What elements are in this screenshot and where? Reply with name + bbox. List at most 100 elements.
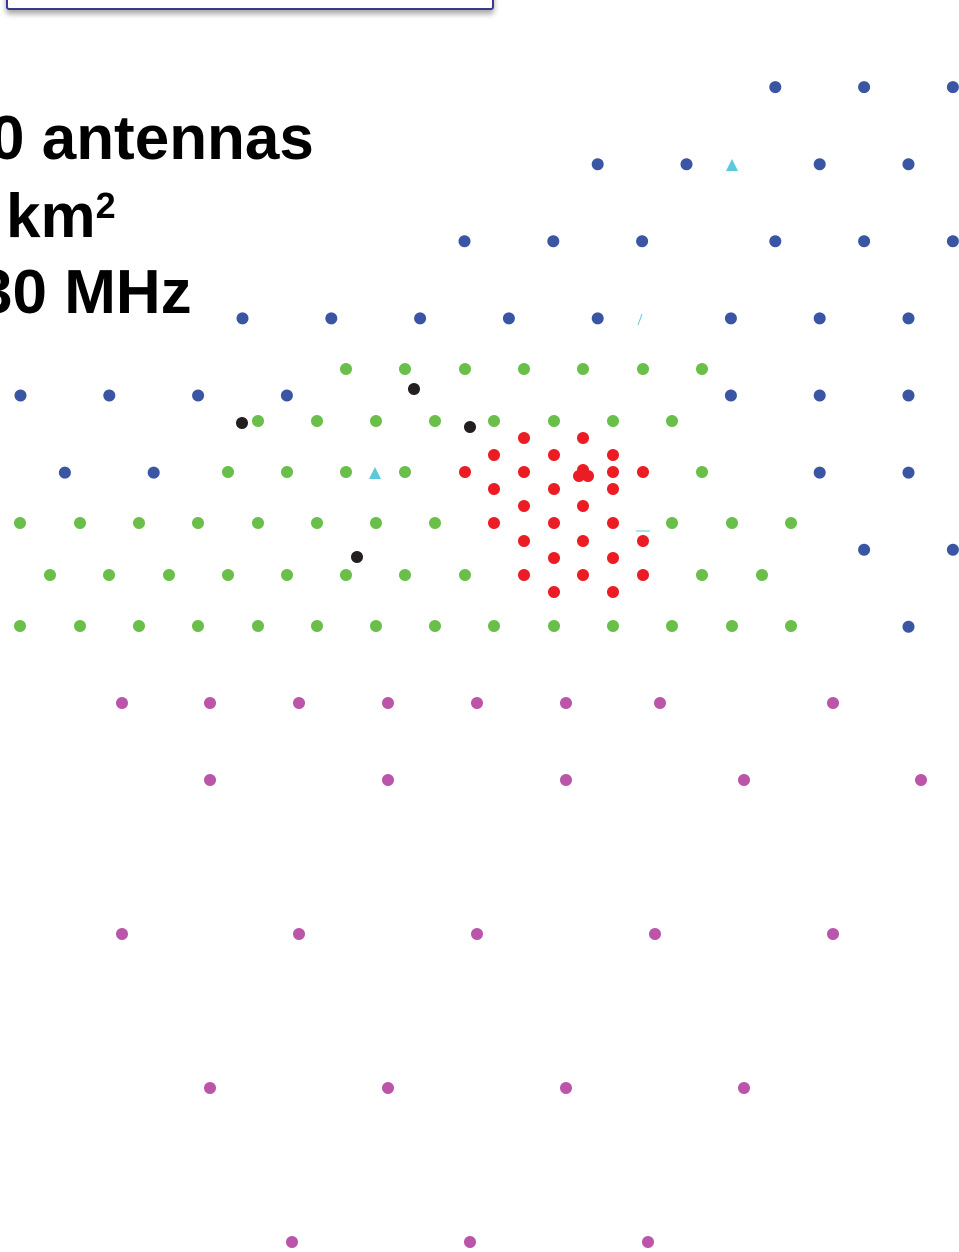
green-station xyxy=(399,569,411,581)
green-station xyxy=(488,415,500,427)
red-station xyxy=(607,552,619,564)
blue-station xyxy=(769,81,782,94)
red-station xyxy=(459,466,471,478)
green-station xyxy=(14,517,26,529)
black-station xyxy=(236,417,248,429)
black-stations xyxy=(236,383,476,563)
green-station xyxy=(785,620,797,632)
green-station xyxy=(726,620,738,632)
red-station xyxy=(518,535,530,547)
blue-station xyxy=(414,312,427,325)
green-station xyxy=(311,415,323,427)
blue-station xyxy=(14,389,27,402)
green-station xyxy=(696,466,708,478)
blue-station xyxy=(236,312,249,325)
magenta-station xyxy=(915,774,927,786)
magenta-station xyxy=(642,1236,654,1248)
blue-station xyxy=(946,81,959,94)
green-station xyxy=(74,620,86,632)
blue-station xyxy=(636,235,649,248)
green-station xyxy=(133,620,145,632)
green-station xyxy=(785,517,797,529)
red-station xyxy=(548,586,560,598)
green-station xyxy=(103,569,115,581)
green-station xyxy=(340,466,352,478)
green-station xyxy=(252,415,264,427)
green-station xyxy=(696,569,708,581)
green-station xyxy=(252,620,264,632)
magenta-station xyxy=(116,928,128,940)
green-station xyxy=(548,415,560,427)
green-station xyxy=(696,363,708,375)
magenta-station xyxy=(560,697,572,709)
magenta-station xyxy=(204,774,216,786)
red-station xyxy=(637,535,649,547)
red-station xyxy=(607,586,619,598)
red-station xyxy=(518,569,530,581)
red-station xyxy=(548,517,560,529)
blue-station xyxy=(902,158,915,171)
green-station xyxy=(726,517,738,529)
red-station xyxy=(518,500,530,512)
magenta-station xyxy=(293,928,305,940)
green-station xyxy=(340,569,352,581)
green-station xyxy=(311,517,323,529)
green-station xyxy=(607,415,619,427)
black-station xyxy=(408,383,420,395)
green-station xyxy=(44,569,56,581)
green-station xyxy=(607,620,619,632)
black-station xyxy=(464,421,476,433)
blue-station xyxy=(813,312,826,325)
green-station xyxy=(666,517,678,529)
green-station xyxy=(222,569,234,581)
red-station xyxy=(518,432,530,444)
triangle-marker xyxy=(369,467,381,479)
red-station xyxy=(488,449,500,461)
green-station xyxy=(756,569,768,581)
green-station xyxy=(14,620,26,632)
green-station xyxy=(281,569,293,581)
green-station xyxy=(459,569,471,581)
green-station xyxy=(459,363,471,375)
area-value-text: km xyxy=(6,182,96,251)
magenta-station xyxy=(738,1082,750,1094)
blue-station xyxy=(858,235,871,248)
blue-station xyxy=(813,466,826,479)
red-station xyxy=(607,449,619,461)
magenta-station xyxy=(382,697,394,709)
green-station xyxy=(429,620,441,632)
frequency-label: 30 MHz xyxy=(0,262,192,324)
green-station xyxy=(340,363,352,375)
green-station xyxy=(666,620,678,632)
red-stations xyxy=(459,432,649,598)
red-station xyxy=(488,517,500,529)
green-station xyxy=(548,620,560,632)
red-station xyxy=(548,552,560,564)
magenta-station xyxy=(293,697,305,709)
red-station xyxy=(607,483,619,495)
magenta-station xyxy=(827,928,839,940)
magenta-station xyxy=(116,697,128,709)
blue-station xyxy=(502,312,515,325)
green-station xyxy=(518,363,530,375)
magenta-station xyxy=(649,928,661,940)
green-station xyxy=(637,363,649,375)
triangle-marker xyxy=(726,159,738,171)
blue-station xyxy=(946,235,959,248)
area-exponent: 2 xyxy=(95,185,116,226)
faint-mark xyxy=(637,313,643,326)
blue-station xyxy=(813,158,826,171)
red-station xyxy=(577,464,589,476)
triangle-markers xyxy=(369,159,738,479)
antenna-count-text: 0 antennas xyxy=(0,104,314,173)
green-station xyxy=(192,620,204,632)
red-station xyxy=(637,466,649,478)
magenta-station xyxy=(738,774,750,786)
green-station xyxy=(281,466,293,478)
blue-station xyxy=(147,466,160,479)
green-stations xyxy=(14,363,797,632)
red-station xyxy=(518,466,530,478)
red-station xyxy=(577,535,589,547)
green-station xyxy=(192,517,204,529)
